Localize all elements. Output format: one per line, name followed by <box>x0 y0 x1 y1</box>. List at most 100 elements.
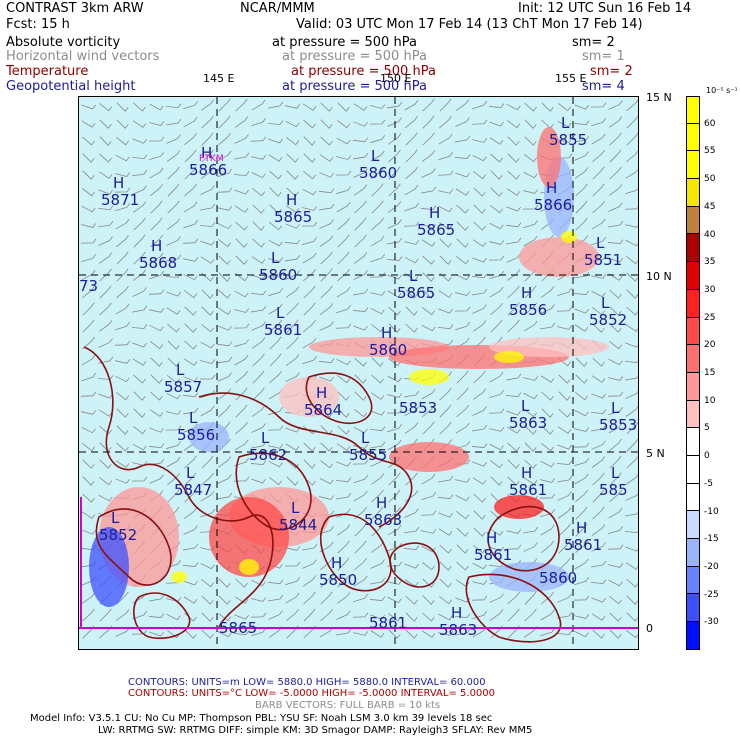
wind-barb <box>574 409 589 417</box>
wind-barb <box>82 608 95 622</box>
wind-barb <box>403 545 420 550</box>
wind-barb <box>132 201 147 213</box>
wind-barb <box>472 100 488 110</box>
wind-barb <box>540 375 555 383</box>
wind-barb <box>267 120 284 125</box>
wind-barb <box>235 578 248 588</box>
colorbar-segment <box>686 345 700 373</box>
wind-barb <box>557 611 573 619</box>
wind-barb <box>353 184 368 196</box>
wind-barb <box>506 426 521 434</box>
wind-barb <box>556 460 573 466</box>
wind-barb <box>609 132 622 146</box>
wind-barb <box>233 171 250 176</box>
wind-barb <box>541 408 554 418</box>
wind-barb <box>541 391 554 401</box>
wind-barb <box>507 120 521 129</box>
wind-barb <box>80 391 97 397</box>
wind-barb <box>150 357 163 367</box>
lon-label-150: 150 E <box>380 72 412 85</box>
wind-barb <box>319 541 334 553</box>
wind-barb <box>353 325 368 331</box>
wind-barb <box>354 374 367 384</box>
wind-barb <box>251 478 266 484</box>
wind-barb <box>116 268 129 282</box>
wind-barb <box>472 461 487 467</box>
wind-barb <box>472 406 487 416</box>
wind-barb <box>524 608 537 622</box>
wind-barb <box>98 494 113 502</box>
temperature-contour <box>487 505 560 572</box>
wind-barb <box>591 613 606 621</box>
wind-barb <box>388 183 401 197</box>
field-level-temperature: at pressure = 500 hPa <box>291 64 436 79</box>
wind-barb <box>574 558 589 570</box>
pressure-center-type: H <box>451 604 462 622</box>
wind-barb <box>456 544 469 554</box>
wind-barb <box>116 408 129 418</box>
wind-barb <box>320 285 333 299</box>
wind-barb <box>251 597 267 602</box>
wind-barb <box>575 489 588 503</box>
wind-barb <box>388 613 402 622</box>
wind-barb <box>405 306 418 316</box>
wind-barb <box>524 102 537 112</box>
wind-barb <box>489 609 504 621</box>
wind-barb <box>217 222 232 230</box>
wind-barb <box>235 404 248 418</box>
wind-barb <box>114 187 131 193</box>
wind-barb <box>320 557 333 571</box>
wind-barb <box>268 239 283 247</box>
wind-barb <box>574 324 589 332</box>
wind-barb <box>336 508 351 518</box>
wind-barbs-layer <box>80 98 638 639</box>
wind-barb <box>201 149 214 163</box>
wind-barb <box>353 121 368 127</box>
wind-barb <box>539 493 556 499</box>
wind-barb <box>626 272 638 282</box>
wind-barb <box>540 478 556 483</box>
wind-barb <box>234 354 249 366</box>
wind-barb <box>267 272 284 278</box>
wind-barb <box>82 459 95 469</box>
colorbar-segment <box>686 566 700 595</box>
wind-barb <box>354 357 367 367</box>
wind-barb <box>336 201 351 213</box>
field-name-wind: Horizontal wind vectors <box>6 49 160 64</box>
wind-barb <box>115 218 130 230</box>
wind-barb <box>82 493 95 503</box>
wind-barb <box>592 489 605 503</box>
wind-barb <box>286 608 299 622</box>
wind-barb <box>472 424 488 432</box>
wind-barb <box>489 546 504 552</box>
wind-barb <box>489 222 504 230</box>
wind-barb <box>216 187 233 193</box>
wind-barb <box>624 530 638 534</box>
wind-barb <box>354 200 367 214</box>
wind-barb <box>183 543 199 551</box>
wind-barb <box>592 629 605 639</box>
wind-barb <box>337 574 350 588</box>
wind-barb <box>592 506 605 520</box>
wind-barb <box>320 591 333 605</box>
wind-barb <box>574 271 590 279</box>
colorbar-segment <box>686 483 700 512</box>
wind-barb <box>422 272 435 282</box>
wind-barb <box>166 410 182 415</box>
pressure-center-type: L <box>261 429 270 447</box>
wind-barb <box>337 119 351 129</box>
wind-barb <box>183 101 199 110</box>
wind-barb <box>388 357 402 367</box>
wind-barb <box>558 102 572 112</box>
colorbar-segment <box>686 206 700 235</box>
wind-barb <box>81 529 96 535</box>
colorbar <box>686 96 700 650</box>
wind-barb <box>183 580 198 586</box>
temperature-contour <box>198 392 413 528</box>
wind-barb <box>353 475 369 484</box>
wind-barb <box>149 308 165 313</box>
wind-barb <box>557 287 573 297</box>
wind-barb <box>82 476 95 486</box>
wind-barb <box>200 167 215 179</box>
wind-barb <box>217 239 232 248</box>
